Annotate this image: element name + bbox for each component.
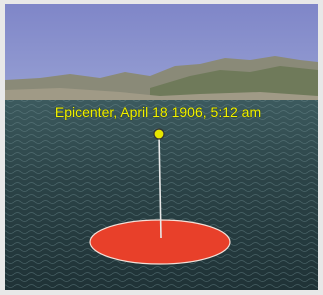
placemark-label[interactable]: Epicenter, April 18 1906, 5:12 am [55,104,261,120]
pin-icon[interactable] [154,129,164,139]
map-view: Epicenter, April 18 1906, 5:12 am [0,0,323,295]
page: {"placemark": {"label": "Epicenter, Apri… [0,0,323,295]
